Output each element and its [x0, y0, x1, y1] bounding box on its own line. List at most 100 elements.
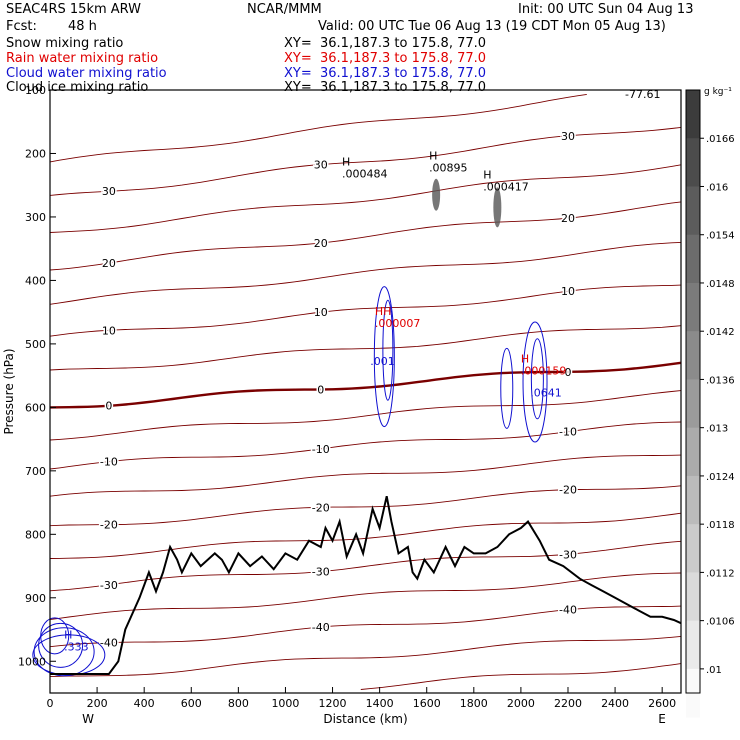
isotherm-line	[49, 325, 682, 371]
colorbar-tick-label: .0154	[706, 231, 735, 242]
colorbar-tick-label: .016	[706, 182, 728, 193]
isotherm-line	[49, 605, 682, 648]
isotherm-line	[49, 241, 682, 305]
cloud-water-contour	[530, 338, 544, 420]
field-snow-xy: XY= 36.1,187.3 to 175.8, 77.0	[284, 36, 487, 51]
colorbar-tick-label: .0136	[706, 375, 735, 386]
contour-label: 10	[314, 306, 328, 319]
isotherm-line	[49, 572, 682, 620]
field-cloudwater-name: Cloud water mixing ratio	[6, 66, 167, 81]
contour-label: -40	[559, 604, 577, 617]
isotherm-line	[49, 540, 682, 592]
cloud-water-contour	[522, 321, 548, 443]
high-value-label: .0641	[530, 387, 562, 400]
x-tick-label: 1400	[366, 697, 394, 710]
x-tick-label: 200	[87, 697, 108, 710]
valid-time: Valid: 00 UTC Tue 06 Aug 13 (19 CDT Mon …	[318, 19, 666, 34]
y-tick-label: 600	[25, 401, 46, 414]
colorbar-tick-label: .01	[706, 665, 722, 676]
high-value-label: .000417	[483, 180, 529, 193]
high-value-label: .333	[64, 641, 89, 654]
high-value-label: .000007	[375, 317, 421, 330]
x-tick-label: 1800	[460, 697, 488, 710]
contour-label: -10	[100, 456, 118, 469]
contour-label: 0	[317, 383, 324, 396]
isotherm-line	[49, 284, 682, 337]
y-tick-label: 1000	[18, 655, 46, 668]
terrain-layer	[50, 495, 682, 675]
contour-label: 20	[314, 237, 328, 250]
contour-label: 20	[561, 212, 575, 225]
high-value-label: .000159	[521, 364, 567, 377]
cloud-water-contour	[373, 286, 395, 428]
colorbar-tick-label: .0106	[706, 617, 735, 628]
x-tick-label: 2400	[601, 697, 629, 710]
isotherm-line	[49, 126, 682, 196]
high-marker: HH	[375, 305, 392, 318]
high-marker: H	[521, 352, 529, 365]
cloud-water-contour	[500, 347, 514, 429]
forecast-hour: 48 h	[68, 19, 97, 34]
field-cloudice-name: Cloud ice mixing ratio	[6, 80, 149, 95]
terrain-line	[50, 495, 682, 675]
y-axis-label: Pressure (hPa)	[2, 348, 16, 434]
y-tick-label: 800	[25, 528, 46, 541]
east-label: E	[658, 712, 666, 726]
colorbar-segment	[686, 138, 700, 187]
colorbar-tick-label: .0118	[706, 520, 735, 531]
y-tick-label: 400	[25, 274, 46, 287]
colorbar-tick-label: .013	[706, 424, 728, 435]
colorbar-segment	[686, 186, 700, 236]
x-tick-label: 0	[47, 697, 54, 710]
high-marker: H	[483, 168, 491, 181]
colorbar-segment	[686, 331, 700, 380]
contour-label: 30	[102, 185, 116, 198]
max-contour-label: -77.61	[625, 88, 660, 101]
contour-label: -30	[100, 579, 118, 592]
producer-label: NCAR/MMM	[247, 2, 322, 17]
cloud-water-contour	[38, 622, 84, 668]
isotherm-line	[49, 635, 682, 678]
contour-label: 0	[564, 366, 571, 379]
west-label: W	[82, 712, 94, 726]
x-tick-label: 1000	[271, 697, 299, 710]
colorbar-segment	[686, 282, 700, 332]
x-tick-label: 1200	[319, 697, 347, 710]
field-snow-name: Snow mixing ratio	[6, 36, 124, 51]
x-tick-label: 2200	[554, 697, 582, 710]
colorbar-tick-label: .0124	[706, 472, 735, 483]
cloud-contours	[32, 178, 548, 677]
high-value-label: .000484	[342, 168, 388, 181]
colorbar-unit-label: g kg⁻¹	[704, 87, 732, 97]
x-tick-label: 2600	[648, 697, 676, 710]
isotherm-line	[49, 390, 682, 441]
colorbar-segment	[686, 427, 700, 477]
high-value-label: .00895	[429, 161, 468, 174]
contour-label: -20	[559, 484, 577, 497]
plot-frame	[49, 89, 682, 694]
colorbar-segment	[686, 475, 700, 525]
y-tick-label: 100	[25, 84, 46, 97]
colorbar-tick-label: .0166	[706, 134, 735, 145]
x-tick-label: 1600	[413, 697, 441, 710]
colorbar-segment	[686, 620, 700, 670]
cloud-water-contour	[382, 299, 394, 401]
colorbar-segment	[686, 90, 700, 139]
colorbar-segment	[686, 234, 700, 284]
high-marker: H	[342, 156, 350, 169]
forecast-label: Fcst:	[6, 19, 37, 34]
contour-label: 30	[561, 130, 575, 143]
y-tick-label: 500	[25, 338, 46, 351]
contour-label: 30	[314, 159, 328, 172]
field-cloudwater-xy: XY= 36.1,187.3 to 175.8, 77.0	[284, 66, 487, 81]
x-tick-label: 2000	[507, 697, 535, 710]
high-marker: H	[64, 629, 72, 642]
cloud-water-contour	[33, 627, 95, 677]
contour-label: -30	[312, 566, 330, 579]
high-marker: H	[429, 149, 437, 162]
y-tick-label: 200	[25, 147, 46, 160]
temperature-contours: -40 -40 -40 -30 -30 -30 -20 -20 -20 -10 -10 -10 0 0 0 1…	[49, 93, 682, 690]
contour-label: -20	[100, 519, 118, 532]
colorbar-segment	[686, 379, 700, 429]
